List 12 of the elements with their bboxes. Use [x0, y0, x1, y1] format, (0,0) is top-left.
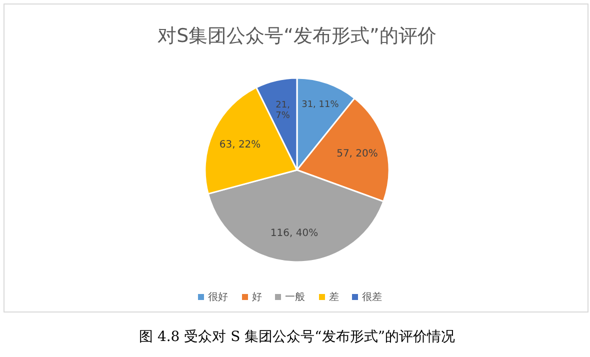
- legend-label: 好: [252, 292, 262, 303]
- data-label: 63, 22%: [219, 140, 261, 151]
- chart-title: 对S集团公众号“发布形式”的评价: [158, 25, 436, 47]
- legend-label: 差: [329, 291, 339, 303]
- data-label: 57, 20%: [336, 148, 378, 160]
- data-label: 21, 7%: [276, 100, 290, 122]
- caption: 图 4.8 受众对 S 集团公众号“发布形式”的评价情况: [139, 329, 455, 345]
- legend-label: 一般: [285, 292, 305, 303]
- data-label: 116, 40%: [270, 228, 318, 239]
- data-label: 31, 11%: [302, 100, 340, 110]
- legend-label: 很好: [208, 292, 228, 303]
- legend-label: 很差: [362, 291, 382, 303]
